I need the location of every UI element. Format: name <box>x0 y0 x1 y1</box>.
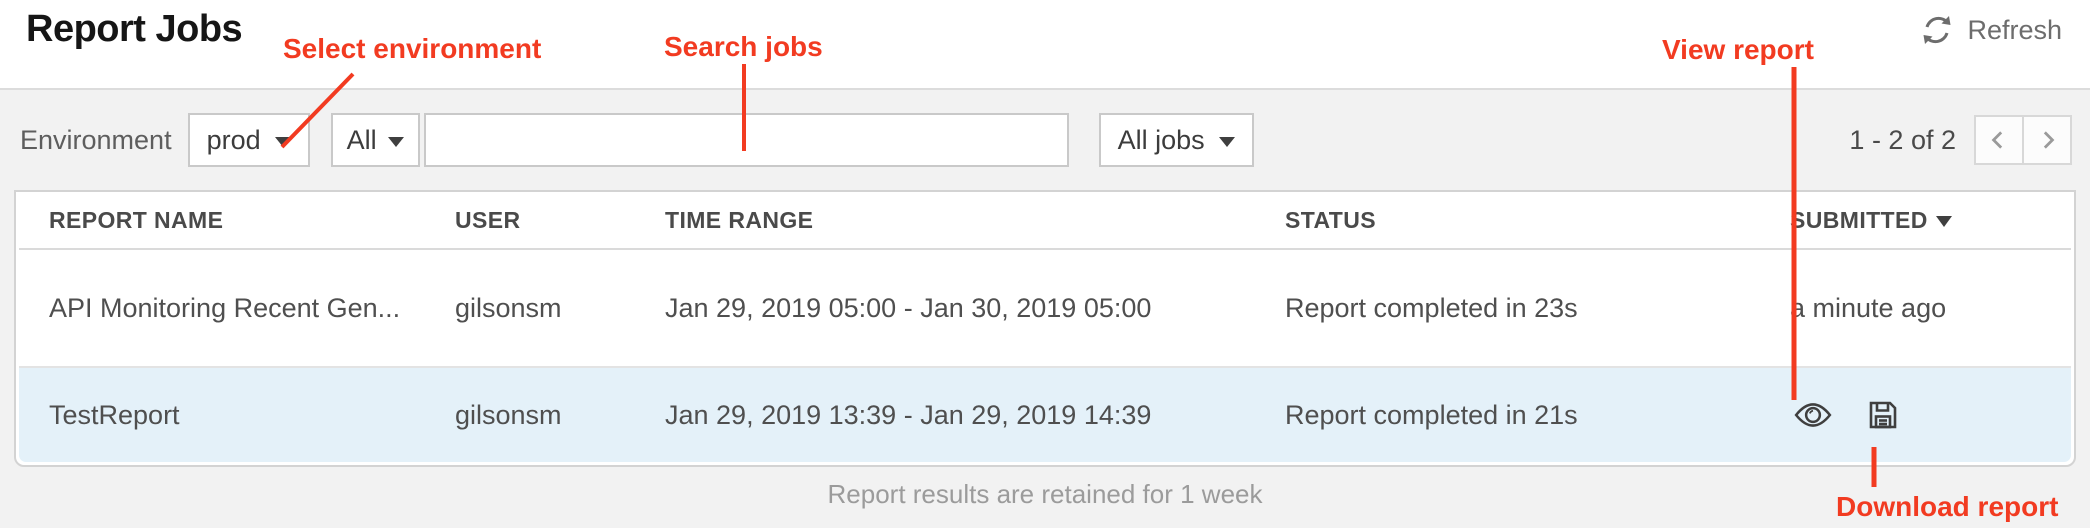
pagination: 1 - 2 of 2 <box>1849 115 2072 165</box>
pagination-range: 1 - 2 of 2 <box>1849 124 1956 155</box>
cell-actions <box>1790 398 2071 432</box>
cell-user: gilsonsm <box>455 292 562 323</box>
refresh-label: Refresh <box>1967 14 2062 45</box>
sort-descending-icon <box>1935 215 1952 227</box>
table-row[interactable]: API Monitoring Recent Gen... gilsonsm Ja… <box>19 250 2071 368</box>
refresh-button[interactable]: Refresh <box>1919 12 2062 48</box>
cell-report-name: API Monitoring Recent Gen... <box>49 292 401 323</box>
chevron-left-icon <box>1991 131 2003 149</box>
table-row-selected[interactable]: TestReport gilsonsm Jan 29, 2019 13:39 -… <box>19 368 2071 462</box>
page-title: Report Jobs <box>26 8 243 50</box>
refresh-icon <box>1923 16 1951 44</box>
environment-select-value: prod <box>206 124 261 155</box>
cell-time-range: Jan 29, 2019 13:39 - Jan 29, 2019 14:39 <box>665 399 1152 430</box>
environment-select[interactable]: prod <box>187 113 310 167</box>
column-header-status[interactable]: STATUS <box>1285 206 1376 233</box>
pagination-prev-button[interactable] <box>1974 115 2024 165</box>
job-type-select[interactable]: All jobs <box>1098 113 1254 167</box>
download-report-button[interactable] <box>1866 398 1900 432</box>
environment-label: Environment <box>20 124 172 155</box>
view-report-icon <box>1794 403 1832 427</box>
column-header-submitted[interactable]: SUBMITTED <box>1790 207 2071 234</box>
cell-status: Report completed in 23s <box>1285 292 1578 323</box>
chevron-down-icon <box>387 136 404 147</box>
view-report-button[interactable] <box>1794 401 1832 429</box>
report-jobs-table: REPORT NAME USER TIME RANGE STATUS SUBMI… <box>14 190 2076 467</box>
search-field-select-value: All <box>346 124 377 155</box>
cell-status: Report completed in 21s <box>1285 399 1578 430</box>
retention-note: Report results are retained for 1 week <box>827 479 1263 509</box>
page-header: Report Jobs Refresh <box>0 0 2090 90</box>
cell-user: gilsonsm <box>455 399 562 430</box>
column-header-user[interactable]: USER <box>455 206 521 233</box>
cell-submitted: a minute ago <box>1790 292 1947 323</box>
search-field-select[interactable]: All <box>330 113 420 167</box>
cell-time-range: Jan 29, 2019 05:00 - Jan 30, 2019 05:00 <box>665 292 1152 323</box>
search-input[interactable] <box>423 113 1069 167</box>
content-section: Environment prod All All jobs 1 - 2 of 2 <box>0 90 2090 528</box>
cell-report-name: TestReport <box>49 399 180 430</box>
pager-buttons <box>1974 115 2072 165</box>
job-type-select-value: All jobs <box>1117 124 1205 155</box>
column-header-report-name[interactable]: REPORT NAME <box>49 206 224 233</box>
table-header-row: REPORT NAME USER TIME RANGE STATUS SUBMI… <box>19 192 2071 250</box>
download-report-icon <box>1869 401 1897 429</box>
column-header-time-range[interactable]: TIME RANGE <box>665 206 814 233</box>
chevron-right-icon <box>2043 131 2055 149</box>
chevron-down-icon <box>1218 136 1235 147</box>
chevron-down-icon <box>274 136 291 147</box>
pagination-next-button[interactable] <box>2022 115 2072 165</box>
toolbar: Environment prod All All jobs 1 - 2 of 2 <box>0 90 2090 190</box>
